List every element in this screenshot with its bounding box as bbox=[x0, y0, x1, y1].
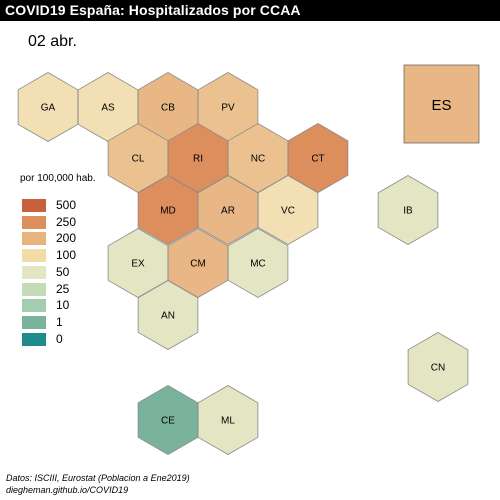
legend-label: 50 bbox=[56, 265, 70, 279]
region-hex bbox=[197, 385, 259, 455]
region-label: CN bbox=[431, 363, 445, 374]
legend-label: 100 bbox=[56, 248, 77, 262]
region-label: ML bbox=[221, 416, 235, 427]
legend-swatch bbox=[22, 249, 46, 262]
legend-swatch bbox=[22, 199, 46, 212]
region-label: CL bbox=[132, 154, 145, 165]
legend-label: 10 bbox=[56, 298, 70, 312]
legend-swatch bbox=[22, 232, 46, 245]
legend-label: 500 bbox=[56, 198, 77, 212]
legend-label: 25 bbox=[56, 282, 70, 296]
region-hex bbox=[257, 175, 319, 245]
legend-swatch bbox=[22, 333, 46, 346]
region-label: VC bbox=[281, 206, 295, 217]
region-label: CT bbox=[311, 154, 324, 165]
region-ga: GA bbox=[17, 72, 79, 142]
legend-title: por 100,000 hab. bbox=[20, 173, 96, 184]
region-an: AN bbox=[137, 280, 199, 350]
map-title: COVID19 España: Hospitalizados por CCAA bbox=[5, 2, 301, 18]
region-label: AS bbox=[101, 103, 115, 114]
region-label: NC bbox=[251, 154, 265, 165]
region-hex bbox=[227, 228, 289, 298]
region-label: MC bbox=[250, 259, 266, 270]
region-cn: CN bbox=[407, 332, 469, 402]
legend-swatch bbox=[22, 266, 46, 279]
region-label: GA bbox=[41, 103, 56, 114]
legend-label: 200 bbox=[56, 231, 77, 245]
region-label: CB bbox=[161, 103, 175, 114]
region-mc: MC bbox=[227, 228, 289, 298]
source-line-2: diegheman.github.io/COVID19 bbox=[6, 485, 129, 495]
region-vc: VC bbox=[257, 175, 319, 245]
legend-swatch bbox=[22, 283, 46, 296]
region-ib: IB bbox=[377, 175, 439, 245]
legend-label: 250 bbox=[56, 215, 77, 229]
source-line-1: Datos: ISCIII, Eurostat (Poblacion a Ene… bbox=[6, 473, 190, 483]
legend-swatch bbox=[22, 316, 46, 329]
legend-label: 0 bbox=[56, 332, 63, 346]
date-label: 02 abr. bbox=[28, 33, 77, 50]
spain-total: ES bbox=[403, 64, 480, 144]
region-label: RI bbox=[193, 154, 203, 165]
region-label: PV bbox=[221, 103, 235, 114]
spain-square bbox=[403, 64, 480, 144]
legend-label: 1 bbox=[56, 315, 63, 329]
region-label: EX bbox=[131, 259, 145, 270]
region-ce: CE bbox=[137, 385, 199, 455]
legend-swatch bbox=[22, 216, 46, 229]
region-hex bbox=[377, 175, 439, 245]
spain-label: ES bbox=[431, 97, 451, 114]
region-label: IB bbox=[403, 206, 413, 217]
region-hex bbox=[407, 332, 469, 402]
region-hex bbox=[137, 280, 199, 350]
region-ml: ML bbox=[197, 385, 259, 455]
region-label: CE bbox=[161, 416, 175, 427]
legend-swatch bbox=[22, 299, 46, 312]
region-label: CM bbox=[190, 259, 206, 270]
region-label: AN bbox=[161, 311, 175, 322]
region-label: MD bbox=[160, 206, 176, 217]
title-bar: COVID19 España: Hospitalizados por CCAA bbox=[0, 0, 500, 21]
region-label: AR bbox=[221, 206, 235, 217]
